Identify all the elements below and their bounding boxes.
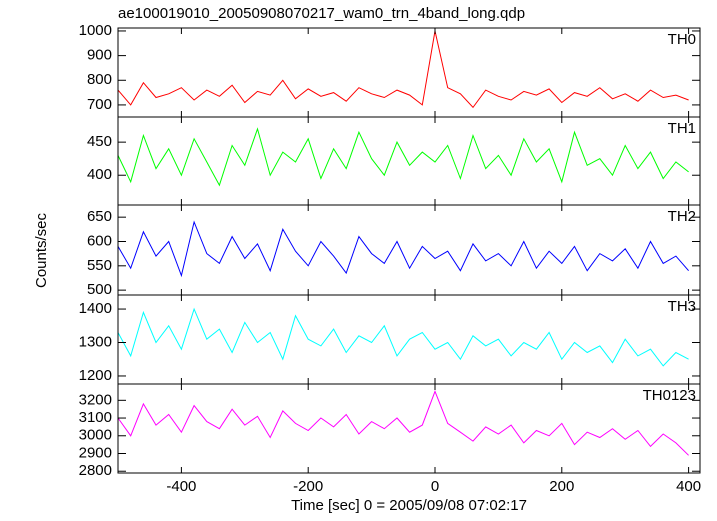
y-tick-label: 500 (87, 281, 112, 298)
y-tick-label: 600 (87, 232, 112, 249)
y-tick-label: 700 (87, 96, 112, 113)
x-tick-label: -400 (166, 478, 196, 495)
y-tick-label: 1300 (79, 333, 112, 350)
y-tick-label: 800 (87, 71, 112, 88)
series-label: TH1 (668, 120, 696, 137)
y-tick-label: 3100 (79, 409, 112, 426)
y-tick-label: 400 (87, 166, 112, 183)
y-tick-label: 650 (87, 208, 112, 225)
y-tick-label: 2900 (79, 444, 112, 461)
y-tick-label: 3000 (79, 427, 112, 444)
panel-frame (117, 383, 701, 474)
x-axis-label: Time [sec] 0 = 2005/09/08 07:02:17 (291, 497, 527, 514)
x-tick-label: 200 (549, 478, 574, 495)
y-tick-label: 1400 (79, 300, 112, 317)
x-tick-label: -200 (293, 478, 323, 495)
data-line (117, 220, 689, 278)
y-tick-label: 550 (87, 257, 112, 274)
y-tick-label: 1200 (79, 367, 112, 384)
data-line (117, 127, 689, 187)
x-tick-label: 0 (431, 478, 439, 495)
data-line (117, 30, 689, 109)
series-label: TH3 (668, 298, 696, 315)
series-label: TH2 (668, 208, 696, 225)
y-tick-label: 2800 (79, 462, 112, 479)
y-axis-label: Counts/sec (33, 212, 50, 288)
data-line (117, 390, 689, 456)
series-label: TH0123 (643, 387, 696, 404)
y-tick-label: 450 (87, 133, 112, 150)
y-tick-label: 1000 (79, 22, 112, 39)
y-tick-label: 3200 (79, 391, 112, 408)
series-label: TH0 (668, 31, 696, 48)
data-line (117, 307, 689, 367)
x-tick-label: 400 (676, 478, 701, 495)
y-tick-label: 900 (87, 47, 112, 64)
chart-title: ae100019010_20050908070217_wam0_trn_4ban… (118, 5, 525, 22)
